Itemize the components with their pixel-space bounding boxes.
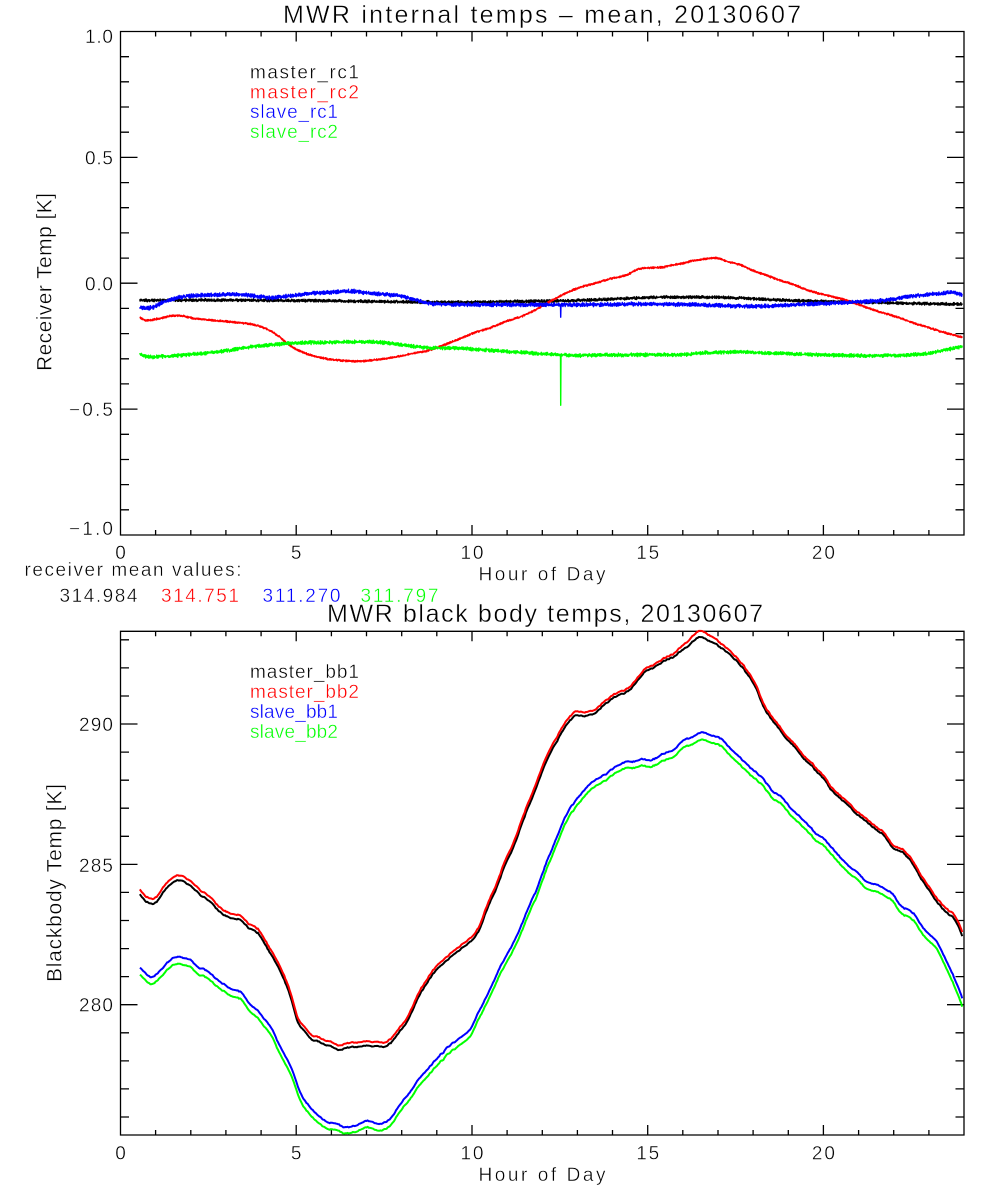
- svg-text:master_bb1: master_bb1: [250, 662, 359, 683]
- svg-text:master_rc2: master_rc2: [250, 82, 359, 103]
- svg-text:−0.5: −0.5: [69, 400, 113, 421]
- svg-text:5: 5: [291, 1144, 302, 1165]
- svg-text:15: 15: [636, 1144, 659, 1165]
- svg-text:−1.0: −1.0: [69, 519, 113, 540]
- svg-text:receiver mean values:: receiver mean values:: [25, 560, 242, 581]
- svg-text:Hour of Day: Hour of Day: [479, 565, 607, 586]
- svg-text:slave_rc1: slave_rc1: [250, 102, 338, 123]
- svg-text:0: 0: [115, 1144, 126, 1165]
- svg-text:Blackbody Temp [K]: Blackbody Temp [K]: [44, 784, 67, 982]
- svg-text:314.984: 314.984: [60, 586, 138, 607]
- svg-text:311.270: 311.270: [263, 586, 341, 607]
- svg-text:slave_rc2: slave_rc2: [250, 122, 338, 143]
- svg-text:slave_bb1: slave_bb1: [250, 702, 338, 723]
- svg-text:1.0: 1.0: [85, 27, 113, 48]
- svg-text:0.0: 0.0: [85, 274, 113, 295]
- svg-text:314.751: 314.751: [161, 586, 239, 607]
- svg-text:Receiver Temp [K]: Receiver Temp [K]: [34, 193, 57, 371]
- svg-text:10: 10: [461, 1144, 484, 1165]
- svg-text:Hour of Day: Hour of Day: [479, 1165, 607, 1186]
- svg-text:0: 0: [115, 543, 126, 564]
- svg-text:280: 280: [79, 996, 113, 1017]
- svg-text:311.797: 311.797: [361, 586, 439, 607]
- svg-text:20: 20: [812, 1144, 835, 1165]
- svg-text:285: 285: [79, 856, 113, 877]
- svg-text:MWR black body temps, 20130607: MWR black body temps, 20130607: [327, 600, 763, 628]
- svg-text:MWR internal temps – mean, 201: MWR internal temps – mean, 20130607: [283, 1, 801, 29]
- svg-text:slave_bb2: slave_bb2: [250, 722, 338, 743]
- svg-text:5: 5: [291, 543, 302, 564]
- svg-text:290: 290: [79, 715, 113, 736]
- svg-text:20: 20: [812, 543, 835, 564]
- svg-text:0.5: 0.5: [85, 148, 113, 169]
- svg-text:15: 15: [636, 543, 659, 564]
- svg-text:master_bb2: master_bb2: [250, 682, 359, 703]
- svg-text:10: 10: [461, 543, 484, 564]
- svg-text:master_rc1: master_rc1: [250, 63, 359, 84]
